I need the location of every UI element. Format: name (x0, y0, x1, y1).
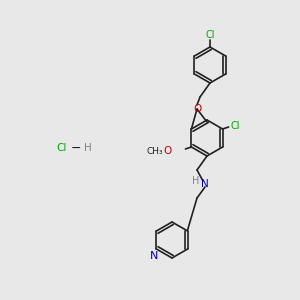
Text: O: O (193, 104, 201, 114)
Text: H: H (192, 176, 200, 186)
Text: CH₃: CH₃ (147, 146, 164, 155)
Text: Cl: Cl (57, 143, 67, 153)
Text: Cl: Cl (205, 30, 215, 40)
Text: −: − (71, 142, 81, 154)
Text: Cl: Cl (231, 121, 240, 131)
Text: N: N (150, 251, 159, 261)
Text: N: N (201, 179, 209, 189)
Text: O: O (163, 146, 171, 156)
Text: H: H (84, 143, 92, 153)
